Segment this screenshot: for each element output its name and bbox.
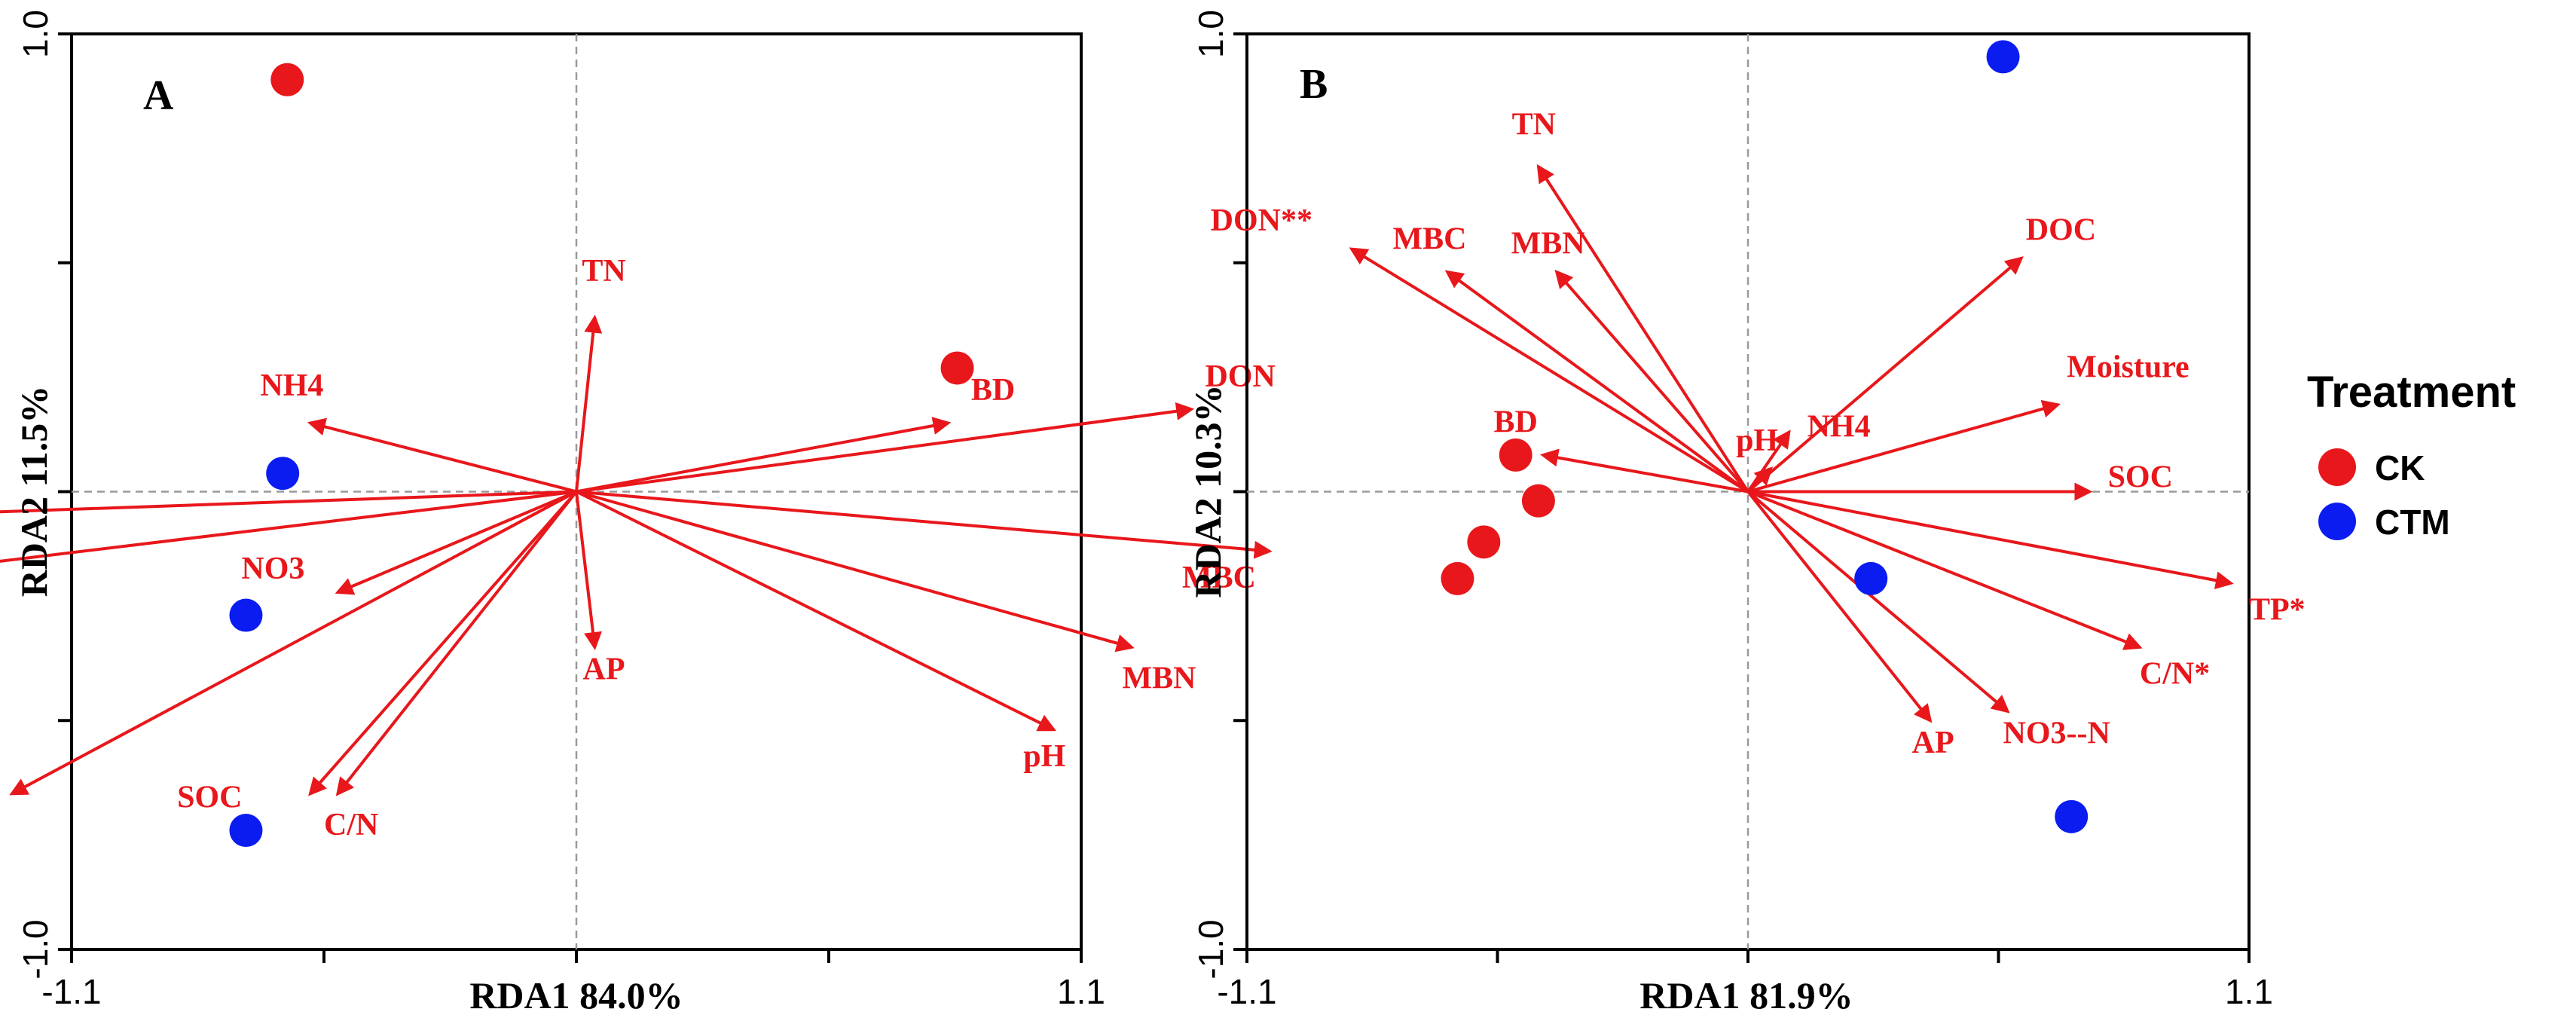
panel-b-x-tick-label: -1.1 [1217, 972, 1276, 1011]
panel-b-vector-moisture [1747, 399, 2061, 494]
panel-a-vector-label-ap: AP [583, 653, 625, 687]
panel-a-vector-label-bd: BD [971, 373, 1015, 408]
panel-a-y-tick-label: -1.0 [16, 919, 55, 979]
panel-b-point-ck [1467, 525, 1501, 559]
panel-b-vector-label-c-n: C/N* [2140, 657, 2210, 692]
panel-b-point-ck [1499, 438, 1532, 472]
panel-b-vector-mbc [1444, 270, 1749, 494]
panel-b-point-ck [1521, 484, 1555, 518]
panel-a-vector-nh4 [307, 417, 577, 494]
legend-swatch-ctm [2318, 503, 2356, 540]
panel-b-vector-label-don: DON** [1211, 203, 1312, 238]
panel-a-vector-label-don: DON [1205, 359, 1275, 394]
panel-b-y-tick-label: 1.0 [1191, 10, 1230, 58]
legend-title: Treatment [2307, 368, 2516, 417]
panel-b-y-tick-label: -1.0 [1191, 919, 1230, 979]
panel-a-vector-label-mbc: MBC [1182, 561, 1256, 595]
panel-b-vector-mbn [1554, 269, 1749, 493]
panel-a-point-ctm [266, 457, 300, 491]
legend-label-ctm: CTM [2375, 503, 2450, 542]
panel-a-vector-ap [575, 491, 602, 651]
panel-a-x-tick-label: 1.1 [1057, 972, 1105, 1011]
legend-swatch-ck [2318, 448, 2356, 486]
legend-label-ck: CK [2375, 448, 2425, 488]
panel-b-vector-label-tp: TP* [2249, 593, 2306, 628]
panel-a-vector-label-soc: SOC [177, 781, 242, 815]
panel-a-vector-label-tn: TN [582, 254, 625, 289]
panel-b-point-ctm [1986, 40, 2020, 74]
panel-a-vector-mbn [576, 490, 1135, 653]
panel-b-vector-label-tn: TN [1512, 108, 1556, 142]
panel-b-vector-label-mbn: MBN [1511, 227, 1585, 261]
panel-a-ticks: -1.1 1.1 -1.0 1.0 [16, 10, 1105, 1011]
panel-b-vector-label-moisture: Moisture [2067, 350, 2189, 385]
panel-a-vector-don [576, 402, 1195, 494]
panel-a-letter: A [143, 72, 174, 119]
panel-a-x-tick-label: -1.1 [41, 972, 101, 1011]
legend: Treatment CK CTM [2307, 368, 2516, 542]
panel-a-vector-bd [576, 417, 952, 494]
panel-a-vector-tn [575, 314, 603, 492]
panel-a-point-ctm [229, 598, 263, 632]
panel-b-vector-ap [1746, 491, 1933, 723]
panel-b-vector-label-ph: pH [1736, 423, 1778, 458]
panel-b-vector-label-bd: BD [1494, 405, 1538, 440]
panel-a-x-axis-label: RDA1 84.0% [469, 974, 683, 1016]
panel-b-vector-label-doc: DOC [2026, 212, 2096, 247]
panel-a-vector-tp [9, 490, 577, 796]
panel-a-point-ctm [229, 814, 263, 848]
panel-b-vector-nh4 [1746, 429, 1791, 493]
panel-b-point-ctm [1854, 561, 1888, 595]
panel-a-vector-soc [308, 491, 578, 796]
panel-b-vector-bd [1540, 448, 1749, 494]
panel-a-point-ck [940, 351, 974, 385]
panel-b-vector-label-no3-n: NO3--N [2003, 717, 2110, 751]
panel-a-vector-label-c-n: C/N [324, 808, 378, 842]
panel-b-vector-don [1349, 247, 1749, 494]
panel-b-x-tick-label: 1.1 [2225, 972, 2273, 1011]
panel-b-point-ctm [2055, 799, 2089, 833]
panel-a-vector-c-n [335, 491, 578, 796]
panel-a-y-axis-label: RDA2 11.5% [13, 386, 55, 598]
panel-a: A -1.11.1-1.01.0 TNNH4BDDONDOC**Moisture… [0, 10, 1474, 1016]
panel-b-points [1467, 40, 2089, 833]
panel-b-y-axis-label: RDA2 10.3% [1187, 384, 1229, 598]
panel-b-vector-label-soc: SOC [2108, 460, 2173, 494]
panel-b-vector-tn [1536, 164, 1749, 493]
panel-a-vector-label-ph: pH [1023, 739, 1065, 774]
panel-a-point-ck [270, 63, 304, 96]
panel-b-vector-label-ap: AP [1912, 726, 1954, 760]
panel-a-vectors: TNNH4BDDONDOC**Moisture*NO3APMBCMBNpHTP*… [0, 254, 1276, 842]
panel-a-vector-no3 [335, 490, 577, 595]
panel-a-point-ck [1441, 561, 1474, 595]
panel-b-vector-tp [1747, 490, 2234, 590]
panel-a-y-tick-label: 1.0 [16, 10, 55, 58]
panel-b: B -1.1 1.1 -1.0 1.0 TN DON** MBC MBN DOC Moistur… [1187, 10, 2306, 1016]
panel-a-vector-moisture [0, 490, 577, 563]
panel-b-vector-no3-n [1746, 490, 2010, 714]
panel-b-letter: B [1300, 61, 1328, 108]
panel-a-vector-label-mbn: MBN [1123, 662, 1196, 696]
panel-a-vector-mbc [576, 490, 1273, 559]
panel-b-vector-doc [1746, 256, 2024, 494]
panel-b-x-axis-label: RDA1 81.9% [1639, 974, 1853, 1016]
panel-b-ticks: -1.1 1.1 -1.0 1.0 [1191, 10, 2273, 1011]
panel-a-vector-doc [0, 490, 577, 514]
panel-a-points [229, 63, 1474, 848]
panel-a-vector-ph [576, 490, 1057, 732]
panel-b-vector-c-n [1747, 490, 2143, 650]
panel-b-vectors: TN DON** MBC MBN DOC Moisture BD pH NH4 SOC TP* C/N… [1211, 108, 2306, 760]
panel-a-vector-label-no3: NO3 [241, 552, 304, 586]
panel-b-vector-label-mbc: MBC [1392, 222, 1466, 257]
panel-a-vector-label-nh4: NH4 [260, 368, 323, 403]
panel-b-vector-label-nh4: NH4 [1807, 410, 1871, 445]
